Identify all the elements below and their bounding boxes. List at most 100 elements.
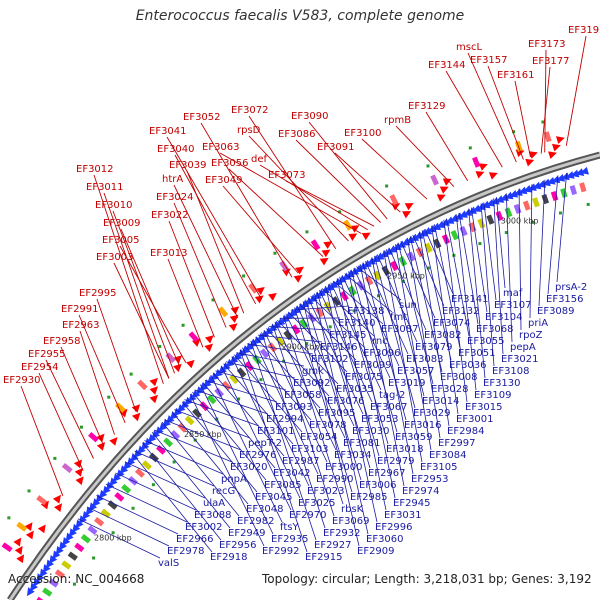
reverse-gene-arrow (276, 317, 286, 326)
marker-dot (305, 230, 309, 234)
marker-dot (282, 359, 286, 363)
reverse-gene-arrow (472, 204, 482, 212)
reverse-gene-arrow (565, 171, 575, 179)
reverse-gene-arrow (68, 528, 77, 538)
forward-gene-arrow (404, 203, 414, 211)
marker-dot (305, 342, 309, 346)
leader-line-reverse (290, 305, 350, 311)
marker-dot (158, 344, 162, 348)
gene-label-reverse: EF3105 (420, 462, 458, 473)
gene-label-reverse: pnpA (221, 474, 247, 485)
feature-block (450, 230, 459, 241)
forward-gene-arrow (149, 386, 158, 395)
forward-gene-arrow (268, 292, 277, 301)
marker-dot (259, 378, 263, 382)
leader-line-reverse (250, 340, 317, 541)
leader-line-reverse (350, 269, 398, 433)
marker-dot (27, 489, 31, 493)
marker-dot (541, 120, 545, 124)
gene-label-reverse: EF3082 (424, 330, 462, 341)
kbp-marker-label: 2900 kbp (282, 343, 320, 352)
leader-line-reverse (86, 506, 170, 547)
gene-label-reverse: EF2949 (228, 528, 266, 539)
forward-gene-arrow (256, 286, 265, 295)
leader-line-reverse (431, 225, 459, 415)
gene-label-forward: EF2995 (79, 288, 117, 299)
gene-label-reverse: EF3020 (230, 462, 268, 473)
feature-block (61, 560, 72, 570)
forward-gene-arrow (321, 249, 331, 258)
gene-label-forward: EF3040 (157, 144, 195, 155)
gene-label-reverse: EF3138 (347, 306, 385, 317)
leader-line-reverse (305, 299, 362, 481)
marker-dot (129, 372, 133, 376)
gene-label-reverse: EF3085 (264, 480, 302, 491)
feature-block (477, 218, 486, 229)
reverse-gene-arrow (490, 197, 500, 205)
leader-line-reverse (77, 518, 161, 559)
reverse-gene-arrow (367, 257, 376, 265)
leader-line-forward (93, 174, 164, 385)
gene-label-forward: htrA (162, 174, 183, 185)
leader-line-reverse (319, 289, 373, 403)
gene-label-forward: EF3161 (497, 70, 535, 81)
reverse-gene-arrow (337, 275, 347, 283)
gene-label-forward: EF3003 (96, 252, 134, 263)
gene-label-reverse: EF3108 (492, 366, 530, 377)
forward-gene-arrow (37, 524, 46, 534)
leader-line-reverse (181, 401, 258, 493)
gene-label-reverse: tag-2 (379, 390, 405, 401)
marker-dot (237, 397, 241, 401)
feature-block (424, 242, 433, 253)
gene-label-reverse: EF3101 (257, 426, 295, 437)
leader-line-reverse (194, 389, 269, 415)
gene-label-reverse: EF2935 (271, 534, 309, 545)
leader-line-forward (119, 245, 187, 363)
leader-line-reverse (124, 461, 206, 499)
leader-line-reverse (371, 257, 414, 475)
gene-label-forward: EF2930 (3, 375, 41, 386)
gene-label-forward: EF3173 (528, 39, 566, 50)
marker-dot (385, 184, 389, 188)
reverse-gene-arrow (575, 168, 585, 176)
leader-line-forward (514, 80, 531, 158)
leader-line-reverse (400, 241, 436, 319)
reverse-gene-arrow (42, 564, 51, 573)
gene-label-reverse: EF3078 (309, 420, 347, 431)
reverse-gene-arrow (509, 190, 519, 198)
marker-dot (172, 460, 176, 464)
feature-block (177, 422, 188, 433)
marker-dot (512, 130, 516, 134)
kbp-marker-label: 2800 kbp (94, 533, 132, 542)
gene-label-reverse: EF2976 (239, 450, 277, 461)
forward-gene-arrow (204, 343, 214, 352)
leader-line-reverse (547, 175, 559, 295)
feature-block (550, 190, 559, 202)
gene-label-reverse: EF3055 (467, 336, 505, 347)
leader-line-reverse (200, 384, 274, 535)
feature-block (259, 348, 270, 359)
leader-line-reverse (529, 184, 533, 319)
marker-dot (468, 146, 472, 150)
forward-gene-arrow (281, 268, 291, 277)
gene-label-reverse: EF3099 (354, 360, 392, 371)
reverse-gene-arrow (523, 184, 533, 193)
reverse-gene-arrow (72, 523, 81, 533)
leader-line-reverse (353, 267, 400, 367)
gene-label-reverse: gmk (302, 366, 324, 377)
reverse-gene-arrow (513, 188, 523, 196)
gene-label-reverse: EF3067 (370, 402, 408, 413)
gene-label-reverse: EF3036 (449, 360, 487, 371)
leader-line-reverse (299, 303, 357, 361)
gene-label-reverse: EF3029 (413, 408, 451, 419)
marker-dot (72, 582, 76, 586)
leader-line-reverse (272, 323, 335, 517)
reverse-gene-arrow (30, 582, 38, 592)
reverse-gene-arrow (82, 510, 91, 520)
gene-label-reverse: EF2982 (237, 516, 275, 527)
gene-label-forward: EF3177 (532, 56, 570, 67)
feature-block (221, 380, 232, 391)
marker-dot (79, 425, 83, 429)
forward-gene-arrow (74, 467, 83, 477)
topology-text: Topology: circular; Length: 3,218,031 bp… (262, 572, 592, 586)
